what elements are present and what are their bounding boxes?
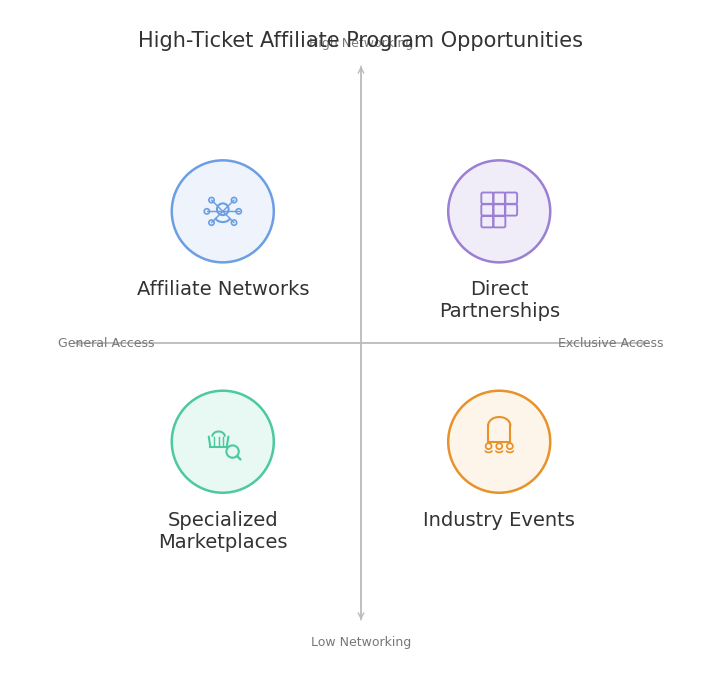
Text: High-Ticket Affiliate Program Opportunities: High-Ticket Affiliate Program Opportunit… bbox=[139, 31, 583, 51]
Text: General Access: General Access bbox=[58, 337, 155, 349]
Circle shape bbox=[448, 391, 550, 493]
Text: Exclusive Access: Exclusive Access bbox=[558, 337, 664, 349]
Text: Affiliate Networks: Affiliate Networks bbox=[136, 281, 309, 300]
Text: Industry Events: Industry Events bbox=[423, 511, 575, 530]
Text: Low Networking: Low Networking bbox=[311, 636, 411, 649]
Text: Specialized
Marketplaces: Specialized Marketplaces bbox=[158, 511, 287, 552]
Circle shape bbox=[172, 161, 274, 262]
Circle shape bbox=[448, 161, 550, 262]
Text: High Networking: High Networking bbox=[309, 37, 413, 50]
Circle shape bbox=[172, 391, 274, 493]
Text: Direct
Partnerships: Direct Partnerships bbox=[439, 281, 560, 322]
